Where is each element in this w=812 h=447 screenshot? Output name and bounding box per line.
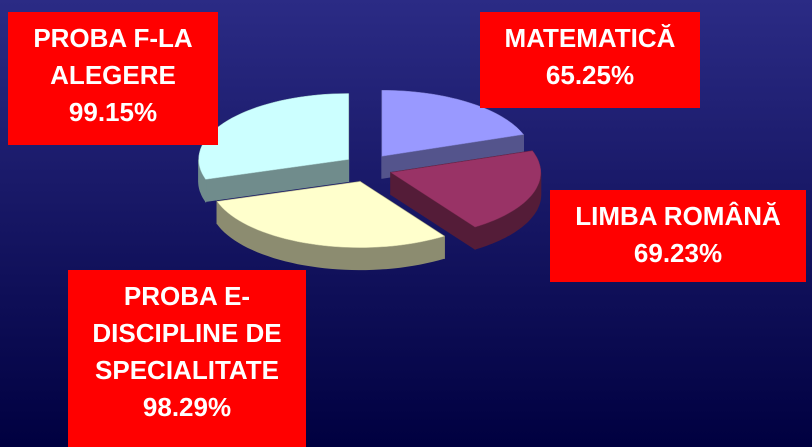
label-box: MATEMATICĂ 65.25%: [480, 12, 700, 108]
category-label: PROBA E-DISCIPLINE DE SPECIALITATE: [92, 281, 282, 385]
value-label: 65.25%: [545, 60, 635, 90]
category-label: LIMBA ROMÂNĂ: [575, 201, 781, 231]
value-label: 99.15%: [68, 97, 158, 127]
value-label: 69.23%: [633, 238, 723, 268]
category-label: MATEMATICĂ: [504, 23, 676, 53]
category-label: PROBA F-LA ALEGERE: [33, 23, 193, 90]
pie-slice: [390, 150, 542, 228]
label-box: PROBA E-DISCIPLINE DE SPECIALITATE 98.29…: [68, 270, 306, 447]
label-box: LIMBA ROMÂNĂ 69.23%: [550, 190, 806, 282]
pie-slice: [381, 90, 524, 157]
label-box: PROBA F-LA ALEGERE 99.15%: [8, 12, 218, 145]
pie-slice: [216, 181, 445, 248]
value-label: 98.29%: [142, 392, 232, 422]
pie-slice: [198, 93, 349, 180]
